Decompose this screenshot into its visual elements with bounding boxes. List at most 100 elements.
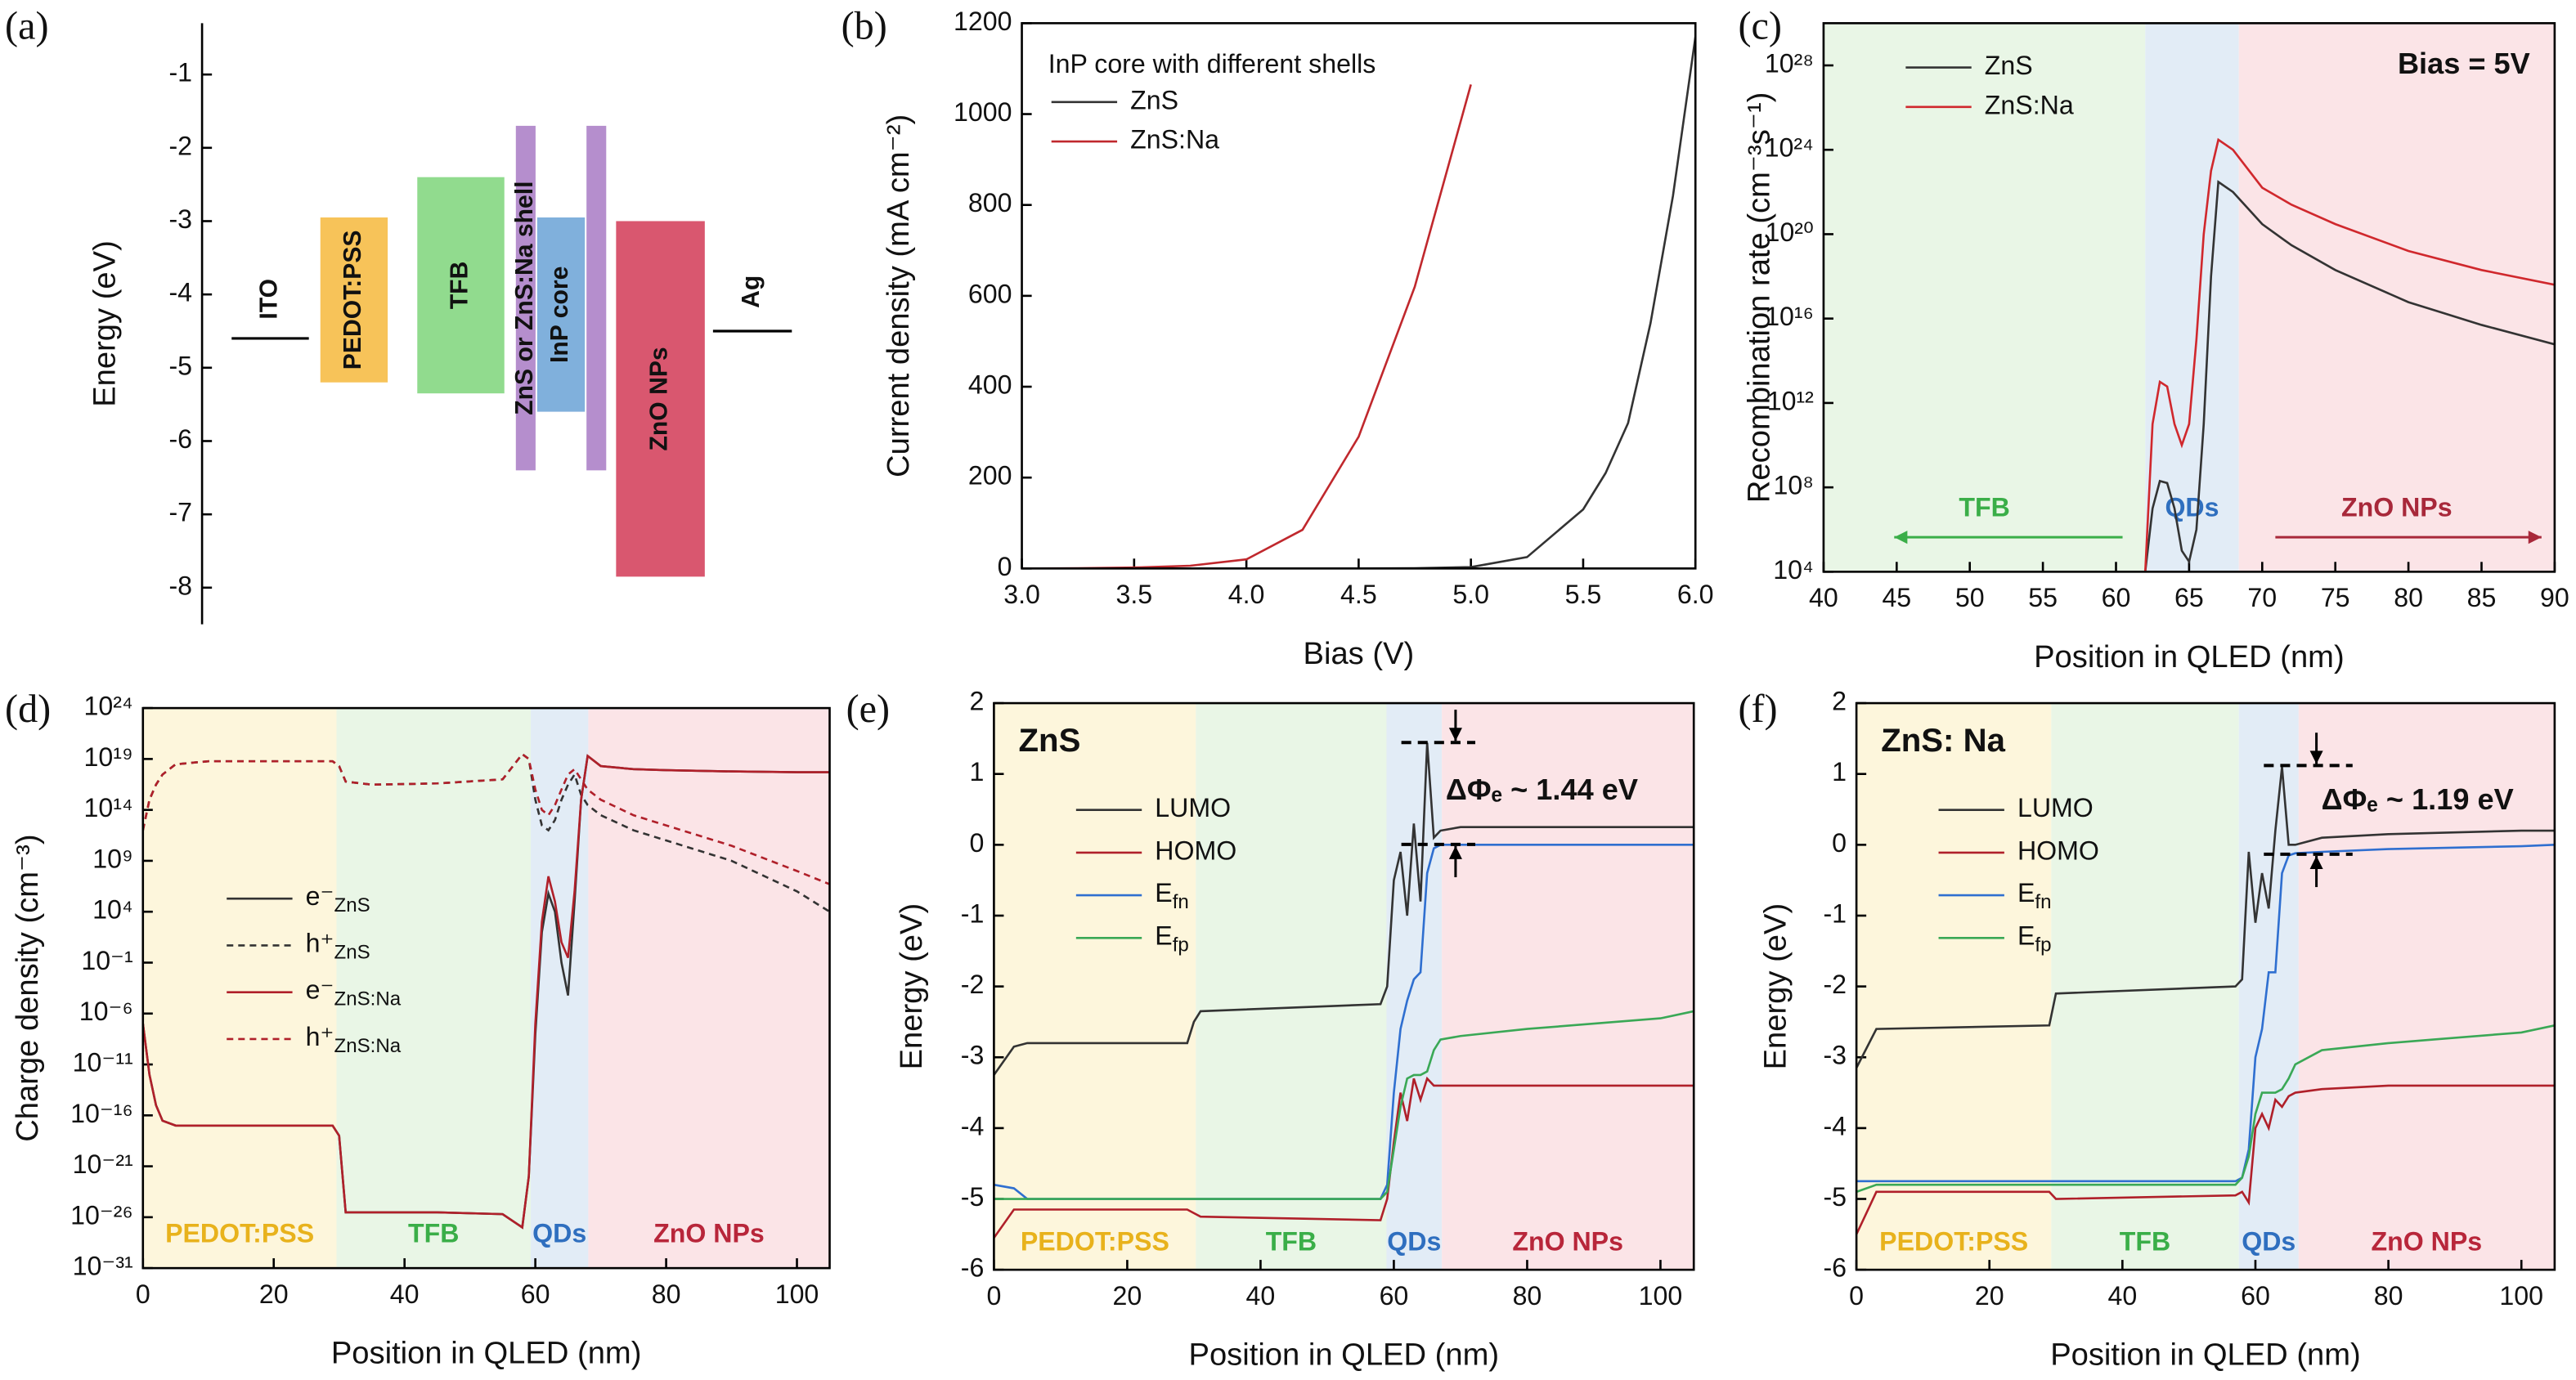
panel-label: (e) bbox=[846, 688, 890, 731]
layer-label: InP core bbox=[546, 267, 573, 363]
x-tick-label: 45 bbox=[1882, 583, 1911, 612]
y-tick-label: 10⁻¹⁶ bbox=[70, 1099, 133, 1128]
series-line bbox=[1856, 766, 2555, 1069]
y-axis-label: Energy (eV) bbox=[894, 903, 929, 1070]
series-line bbox=[2143, 137, 2555, 572]
region-label: QDs bbox=[532, 1218, 586, 1248]
y-tick-label: 10²⁰ bbox=[1766, 217, 1814, 247]
series-line bbox=[1856, 1024, 2555, 1194]
region bbox=[1856, 703, 2052, 1270]
y-tick-label: 200 bbox=[968, 461, 1012, 491]
region-label: PEDOT:PSS bbox=[1021, 1226, 1169, 1256]
x-tick-label: 50 bbox=[1955, 583, 1985, 612]
x-tick-label: 90 bbox=[2540, 583, 2569, 612]
legend-label: HOMO bbox=[2017, 836, 2099, 865]
y-tick-label: 10²⁴ bbox=[1765, 133, 1814, 163]
y-axis-label: Recombination rate (cm⁻³s⁻¹) bbox=[1742, 92, 1777, 504]
region bbox=[1823, 23, 2146, 572]
region-label: ZnO NPs bbox=[653, 1218, 765, 1248]
sample-label: ZnS: Na bbox=[1881, 722, 2005, 759]
y-tick-label: 10⁻³¹ bbox=[73, 1252, 133, 1281]
legend-label: e⁻ZnS:Na bbox=[306, 975, 402, 1010]
x-tick-label: 20 bbox=[259, 1279, 289, 1309]
y-tick-label: 400 bbox=[968, 370, 1012, 400]
y-tick-label: 10⁻⁶ bbox=[79, 997, 133, 1026]
y-tick-label: -5 bbox=[1823, 1182, 1847, 1212]
x-tick-label: 5.0 bbox=[1452, 580, 1489, 609]
x-tick-label: 0 bbox=[1849, 1281, 1864, 1311]
x-tick-label: 100 bbox=[2499, 1281, 2543, 1311]
region bbox=[2051, 703, 2239, 1270]
y-tick-label: 800 bbox=[968, 188, 1012, 217]
region bbox=[336, 708, 532, 1269]
x-tick-label: 60 bbox=[521, 1279, 550, 1309]
y-tick-label: 0 bbox=[969, 828, 984, 858]
y-tick-label: 10⁻²⁶ bbox=[70, 1200, 133, 1230]
y-tick-label: 1200 bbox=[954, 7, 1012, 36]
energy-band bbox=[417, 177, 505, 394]
arrow-head bbox=[2309, 750, 2323, 764]
y-tick-label: -1 bbox=[1823, 898, 1847, 928]
y-tick-label: 10⁹ bbox=[92, 844, 133, 873]
x-tick-label: 85 bbox=[2467, 583, 2497, 612]
x-tick-label: 20 bbox=[1975, 1281, 2004, 1311]
x-tick-label: 40 bbox=[390, 1279, 420, 1309]
legend-label: ZnS:Na bbox=[1985, 90, 2074, 119]
x-axis-label: Position in QLED (nm) bbox=[2050, 1337, 2361, 1373]
x-tick-label: 4.0 bbox=[1228, 580, 1265, 609]
region-label: TFB bbox=[1266, 1226, 1317, 1256]
y-tick-label: -3 bbox=[1823, 1041, 1847, 1070]
y-tick-label: -1 bbox=[961, 898, 985, 928]
y-tick-label: 0 bbox=[998, 552, 1012, 581]
x-tick-label: 60 bbox=[2102, 583, 2131, 612]
arrow-head bbox=[1448, 728, 1462, 742]
legend-label: Efn bbox=[1155, 879, 1189, 914]
y-tick-label: 10¹² bbox=[1767, 386, 1814, 415]
y-tick-label: 1 bbox=[969, 757, 984, 786]
x-tick-label: 4.5 bbox=[1340, 580, 1377, 609]
y-tick-label: 10²⁸ bbox=[1765, 48, 1814, 78]
legend-label: h⁺ZnS:Na bbox=[306, 1022, 402, 1057]
arrow-head bbox=[2528, 531, 2542, 544]
region bbox=[588, 708, 830, 1269]
layer-label: TFB bbox=[446, 262, 473, 310]
series-line bbox=[994, 1010, 1694, 1200]
y-tick-label: -4 bbox=[168, 278, 192, 307]
x-tick-label: 60 bbox=[2241, 1281, 2270, 1311]
legend-label: ZnS:Na bbox=[1130, 125, 1219, 155]
y-tick-label: 1000 bbox=[954, 97, 1012, 127]
x-tick-label: 80 bbox=[2394, 583, 2423, 612]
series-line bbox=[2143, 180, 2555, 572]
panel-label: (b) bbox=[841, 4, 887, 47]
energy-band bbox=[586, 125, 607, 471]
y-tick-label: 0 bbox=[1832, 828, 1847, 858]
legend-title: InP core with different shells bbox=[1048, 49, 1376, 78]
arrow-head bbox=[1448, 845, 1462, 859]
energy-band bbox=[616, 221, 705, 577]
sample-label: ZnS bbox=[1019, 722, 1081, 759]
annotation: Bias = 5V bbox=[2398, 47, 2530, 80]
y-tick-label: -1 bbox=[168, 58, 192, 87]
x-tick-label: 70 bbox=[2247, 583, 2277, 612]
panel-label: (a) bbox=[5, 4, 49, 47]
series-line bbox=[142, 754, 830, 1230]
y-tick-label: 10⁻²¹ bbox=[73, 1149, 133, 1179]
y-tick-label: 10¹⁶ bbox=[1765, 302, 1814, 331]
x-tick-label: 6.0 bbox=[1677, 580, 1714, 609]
y-axis-label: Energy (eV) bbox=[1758, 903, 1793, 1070]
panel-label: (f) bbox=[1738, 688, 1777, 731]
panel-label: (d) bbox=[5, 688, 51, 731]
y-tick-label: -2 bbox=[168, 131, 192, 160]
region-label: PEDOT:PSS bbox=[1879, 1226, 2028, 1256]
legend-label: ZnS bbox=[1130, 85, 1178, 114]
arrow-head bbox=[2309, 855, 2323, 869]
x-tick-label: 100 bbox=[775, 1279, 819, 1309]
x-tick-label: 80 bbox=[652, 1279, 681, 1309]
y-tick-label: -4 bbox=[961, 1111, 985, 1140]
y-tick-label: 10⁸ bbox=[1774, 471, 1814, 500]
region bbox=[2238, 703, 2299, 1270]
y-tick-label: 10⁻¹¹ bbox=[73, 1048, 133, 1078]
x-axis-label: Position in QLED (nm) bbox=[1189, 1337, 1500, 1373]
region bbox=[531, 708, 589, 1269]
x-tick-label: 40 bbox=[2107, 1281, 2137, 1311]
